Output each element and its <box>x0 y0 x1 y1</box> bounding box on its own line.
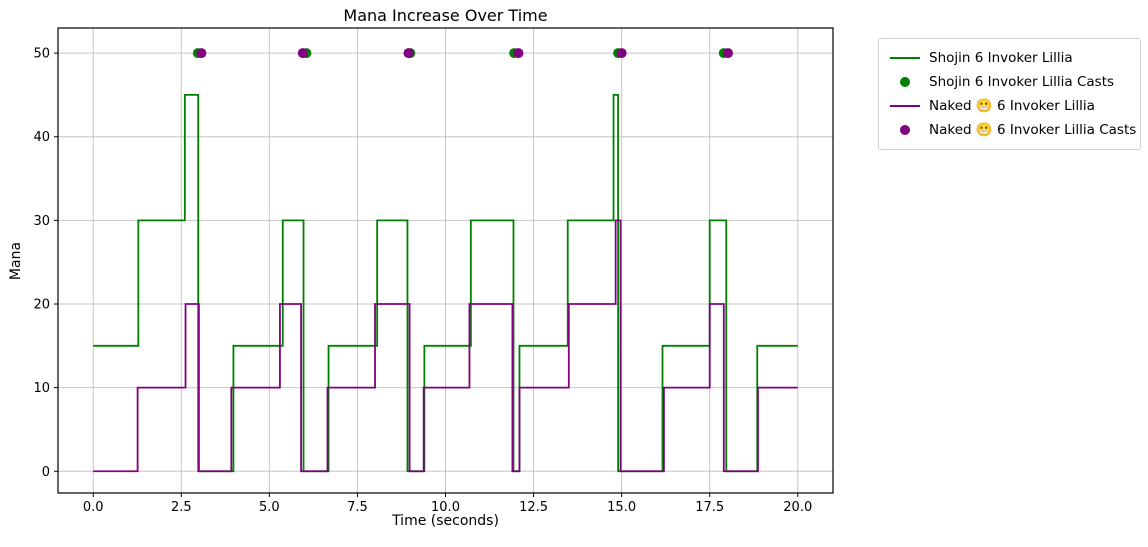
legend-dot-swatch <box>889 125 921 135</box>
y-tick-label: 10 <box>33 381 50 396</box>
cast-dot-1 <box>403 48 414 59</box>
legend-line-swatch <box>889 57 921 59</box>
chart-title: Mana Increase Over Time <box>343 6 548 25</box>
legend-entry: Naked 😬 6 Invoker Lillia <box>889 94 1130 118</box>
cast-dot-1 <box>723 48 734 59</box>
x-tick-label: 2.5 <box>171 500 192 515</box>
series-line-1 <box>93 219 798 473</box>
legend-dot-swatch <box>889 77 921 87</box>
cast-dot-1 <box>616 48 627 59</box>
legend-entry: Shojin 6 Invoker Lillia Casts <box>889 70 1130 94</box>
x-tick-label: 10.0 <box>431 500 460 515</box>
y-tick-label: 30 <box>33 214 50 229</box>
y-tick-label: 20 <box>33 297 50 312</box>
y-tick-label: 50 <box>33 47 50 62</box>
legend: Shojin 6 Invoker Lillia Shojin 6 Invoker … <box>878 38 1141 150</box>
x-tick-label: 15.0 <box>607 500 636 515</box>
legend-label: Shojin 6 Invoker Lillia <box>929 50 1073 66</box>
y-axis-label: Mana <box>8 241 24 280</box>
x-tick-label: 17.5 <box>695 500 724 515</box>
legend-label: Shojin 6 Invoker Lillia Casts <box>929 74 1115 90</box>
legend-entry: Shojin 6 Invoker Lillia <box>889 46 1130 70</box>
legend-label: Naked 😬 6 Invoker Lillia <box>929 98 1095 114</box>
x-tick-label: 5.0 <box>259 500 280 515</box>
y-tick-label: 0 <box>42 465 50 480</box>
y-tick-label: 40 <box>33 130 50 145</box>
cast-dot-1 <box>513 48 524 59</box>
legend-entry: Naked 😬 6 Invoker Lillia Casts <box>889 118 1136 142</box>
cast-dot-1 <box>196 48 207 59</box>
x-tick-label: 20.0 <box>783 500 812 515</box>
legend-label: Naked 😬 6 Invoker Lillia Casts <box>929 122 1137 138</box>
y-axis-label-wrap: Mana <box>6 28 26 493</box>
x-tick-label: 7.5 <box>347 500 368 515</box>
cast-dot-1 <box>297 48 308 59</box>
x-tick-label: 0.0 <box>83 500 104 515</box>
x-axis-label: Time (seconds) <box>392 513 499 529</box>
x-tick-label: 12.5 <box>519 500 548 515</box>
legend-line-swatch <box>889 105 921 107</box>
